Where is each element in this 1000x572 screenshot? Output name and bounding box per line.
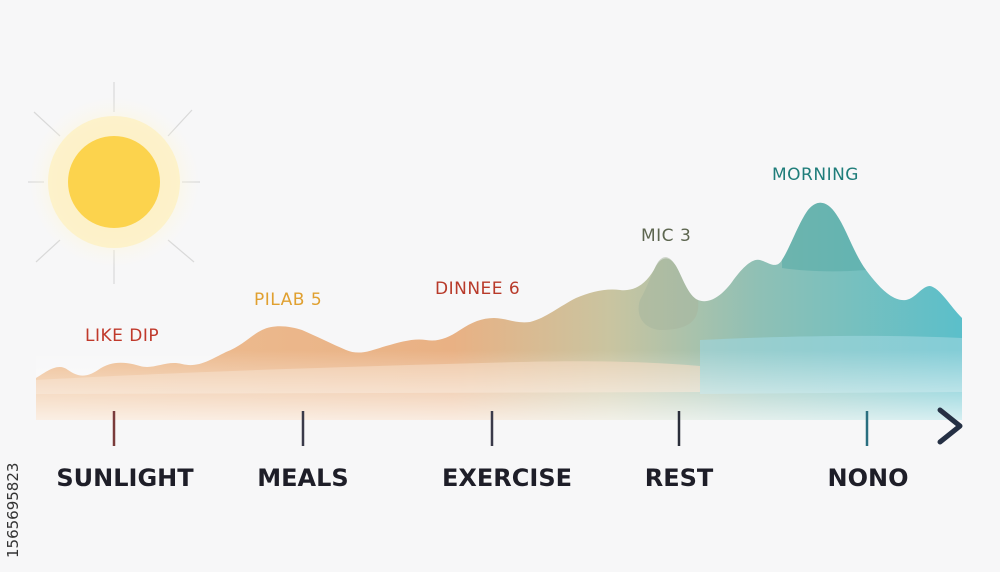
peak-labels: LIKE DIP PILAB 5 DINNEE 6 MIC 3 MORNING	[85, 165, 859, 346]
axis-label-exercise: EXERCISE	[442, 464, 572, 492]
axis-label-rest: REST	[645, 464, 714, 492]
peak-label-mic: MIC 3	[641, 226, 691, 246]
sun-icon	[28, 82, 200, 284]
stock-id-text: 1565695823	[4, 463, 22, 558]
axis-label-nono: NONO	[828, 464, 909, 492]
ground-fade	[36, 350, 962, 420]
morning-peak-shade	[782, 202, 866, 272]
peak-label-morning: MORNING	[772, 165, 859, 185]
timeline-axis	[33, 407, 963, 446]
activity-landscape	[36, 202, 962, 420]
peak-label-like-dip: LIKE DIP	[85, 326, 159, 346]
axis-labels: SUNLIGHT MEALS EXERCISE REST NONO	[56, 464, 908, 492]
peak-label-dinnee: DINNEE 6	[435, 279, 520, 299]
mic-peak-shade	[638, 257, 699, 330]
axis-label-meals: MEALS	[257, 464, 348, 492]
axis-label-sunlight: SUNLIGHT	[56, 464, 194, 492]
peak-label-pilab: PILAB 5	[254, 290, 322, 310]
axis-arrow-icon	[937, 407, 963, 445]
